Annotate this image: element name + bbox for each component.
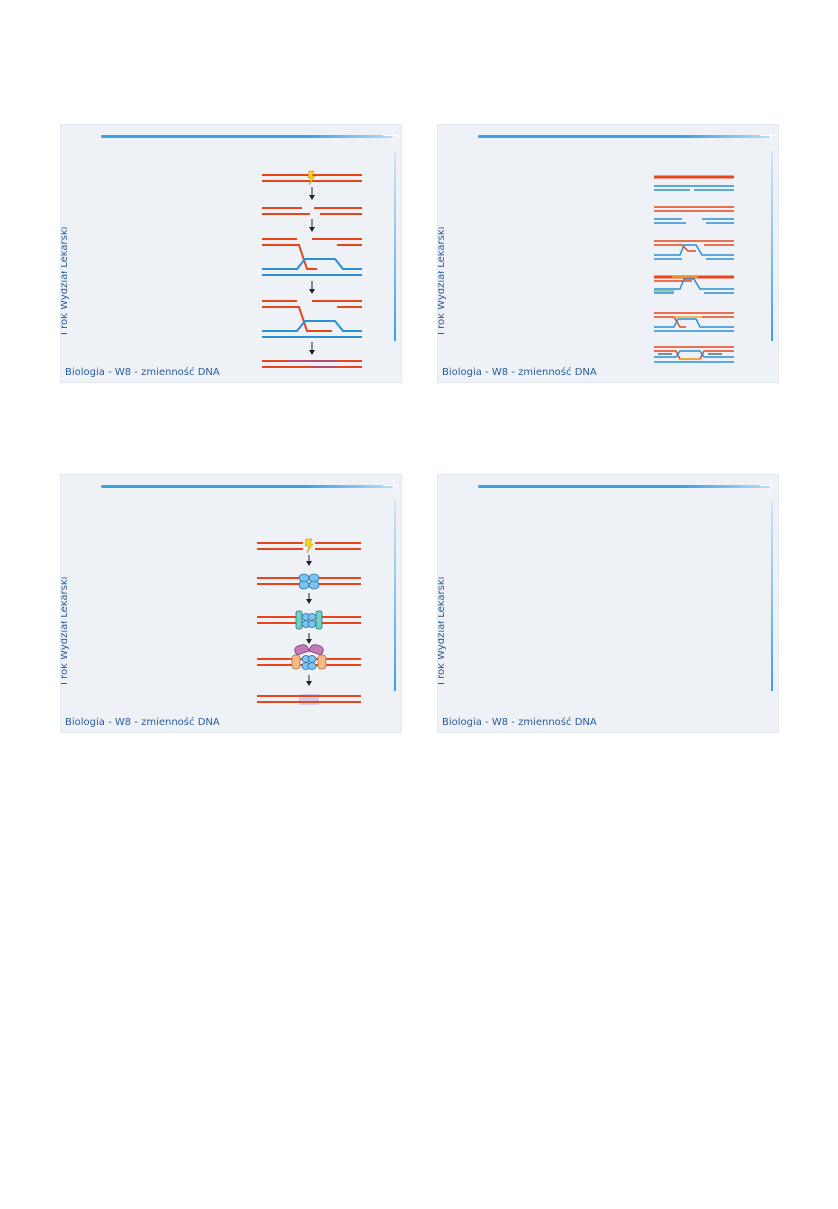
lightning-icon (307, 170, 316, 186)
step-4-synthesis (262, 300, 362, 338)
slide-side-bar (394, 501, 396, 691)
down-arrow-icon (306, 593, 312, 604)
homologous-recombination-diagram (262, 170, 362, 368)
corner-cross-icon-v (770, 480, 771, 492)
slide-top-bar (101, 135, 393, 138)
side-label: I rok Wydział Lekarski (60, 226, 70, 335)
step-1-break (257, 538, 361, 554)
slide-3: I rok Wydział Lekarski Biologia - W8 - z… (60, 474, 402, 733)
row-6 (654, 346, 734, 363)
step-5-repaired (262, 360, 362, 368)
recombination-intermediates-diagram (654, 175, 734, 363)
row-1 (654, 175, 734, 191)
step-5-joined (257, 694, 361, 705)
slide-top-bar (101, 485, 393, 488)
slide-top-bar (478, 485, 770, 488)
down-arrow-icon (309, 219, 315, 232)
slide-footer: Biologia - W8 - zmienność DNA (442, 717, 597, 728)
slide-footer: Biologia - W8 - zmienność DNA (442, 367, 597, 378)
row-3 (654, 240, 734, 260)
side-label: I rok Wydział Lekarski (437, 576, 447, 685)
corner-cross-icon (760, 485, 776, 486)
step-1-intact-dna (262, 170, 362, 186)
slide-footer: Biologia - W8 - zmienność DNA (65, 717, 220, 728)
slide-side-bar (394, 151, 396, 341)
side-label: I rok Wydział Lekarski (437, 226, 447, 335)
down-arrow-icon (306, 675, 312, 686)
end-joining-diagram (257, 538, 361, 705)
corner-cross-icon-v (770, 130, 771, 142)
step-2-break (262, 207, 362, 215)
slide-side-bar (771, 501, 773, 691)
corner-cross-icon (760, 135, 776, 136)
slide-side-bar (771, 151, 773, 341)
protein-complex-icon (294, 644, 310, 656)
slide-top-bar (478, 135, 770, 138)
row-4 (654, 275, 734, 294)
corner-cross-icon (383, 485, 399, 486)
slide-1: I rok Wydział Lekarski Biologia - W8 - z… (60, 124, 402, 383)
step-3-pk-binding (257, 610, 361, 630)
side-label: I rok Wydział Lekarski (60, 576, 70, 685)
down-arrow-icon (306, 555, 312, 566)
corner-cross-icon (383, 135, 399, 136)
step-4-ligase (257, 644, 361, 670)
down-arrow-icon (309, 342, 315, 355)
down-arrow-icon (309, 187, 315, 200)
corner-cross-icon-v (393, 480, 394, 492)
slide-4: I rok Wydział Lekarski Biologia - W8 - z… (437, 474, 779, 733)
row-5 (654, 312, 734, 332)
row-2 (654, 206, 734, 224)
lightning-icon (304, 538, 314, 554)
slide-2: I rok Wydział Lekarski Biologia - W8 - z… (437, 124, 779, 383)
corner-cross-icon-v (393, 130, 394, 142)
slide-footer: Biologia - W8 - zmienność DNA (65, 367, 220, 378)
step-3-invasion (262, 238, 362, 276)
down-arrow-icon (306, 633, 312, 644)
protein-complex-icon (295, 610, 303, 630)
down-arrow-icon (309, 281, 315, 294)
step-2-ku-binding (257, 573, 361, 590)
